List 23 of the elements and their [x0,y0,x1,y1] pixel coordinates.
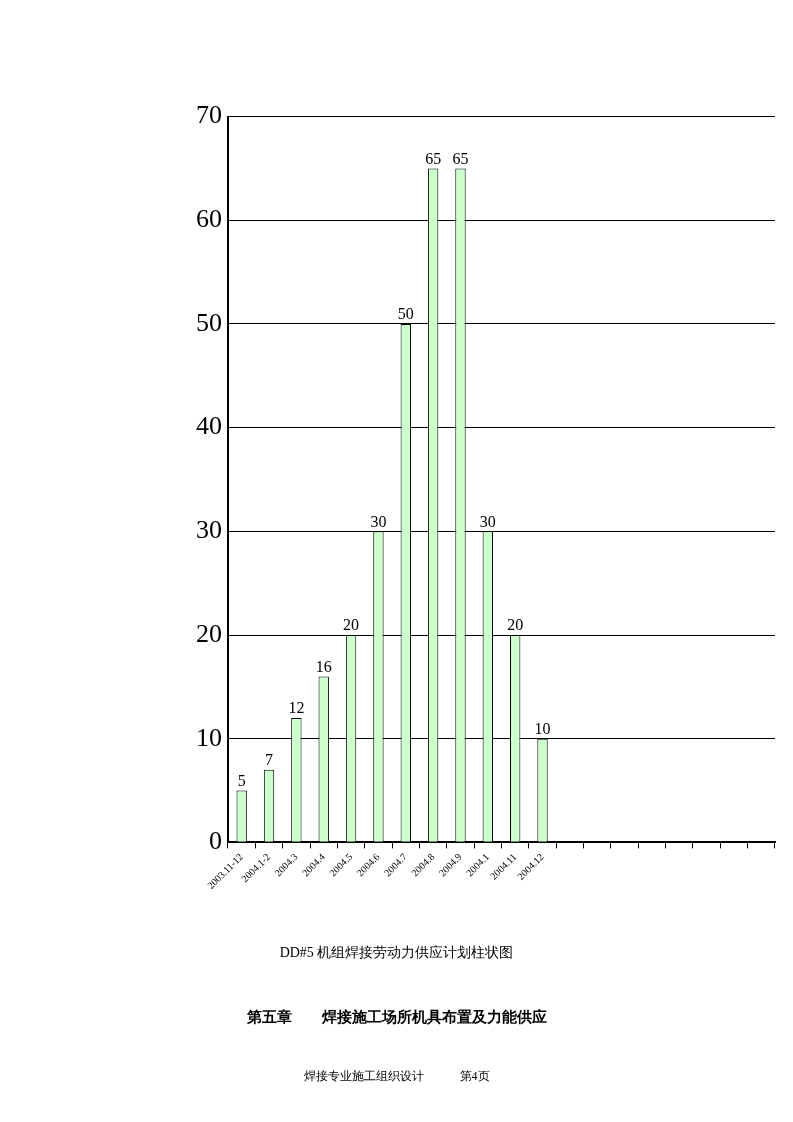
y-tick-label: 20 [196,618,222,648]
text: DD#5 机组焊接劳动力供应计划柱状图 [278,944,515,962]
text: 第五章 焊接施工场所机具布置及力能供应 [245,1008,548,1027]
y-tick-label: 10 [196,722,222,752]
data-label: 65 [452,149,469,167]
data-label: 30 [370,512,387,530]
y-tick-label: 50 [196,307,222,337]
data-label: 16 [315,657,332,675]
text: 焊接专业施工组织设计 第4页 [302,1068,491,1085]
y-tick-label: 0 [209,826,222,856]
data-label: 7 [265,751,274,768]
data-label: 20 [507,616,524,634]
data-label: 30 [479,512,496,530]
data-label: 5 [237,771,246,789]
data-label: 10 [534,719,551,737]
data-label: 50 [397,305,414,323]
y-tick-label: 40 [196,411,222,441]
y-tick-label: 30 [196,515,222,545]
data-label: 65 [425,149,442,167]
y-tick-label: 70 [196,100,222,130]
data-label: 20 [343,616,360,634]
y-tick-label: 60 [196,204,222,234]
data-label: 12 [288,699,305,717]
